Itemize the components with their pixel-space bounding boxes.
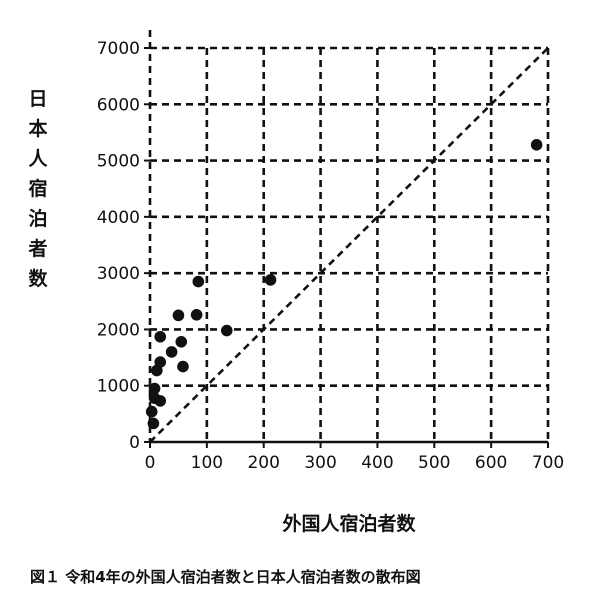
reference-diagonal-line: [149, 47, 549, 443]
data-point: [172, 309, 185, 322]
x-tick-label: 200: [247, 453, 279, 473]
data-points: [145, 139, 543, 430]
y-tick-label: 5000: [97, 152, 140, 172]
data-point: [148, 382, 161, 395]
y-tick-label: 1000: [97, 377, 140, 397]
data-point: [264, 274, 277, 286]
y-tick-label: 7000: [97, 39, 140, 59]
x-tick-label: 300: [304, 453, 336, 473]
y-tick-label: 4000: [97, 208, 140, 228]
data-point: [530, 139, 543, 151]
y-tick-label: 6000: [97, 95, 140, 115]
x-tick-label: 400: [361, 453, 393, 473]
x-tick-labels: 0 100 200 300 400 500 600 700: [145, 453, 565, 473]
y-tick-label: 0: [129, 433, 140, 453]
data-point: [177, 360, 189, 373]
figure-caption: 図１ 令和4年の外国人宿泊者数と日本人宿泊者数の散布図: [30, 568, 421, 586]
data-point: [165, 346, 178, 358]
x-tick-label: 0: [145, 453, 156, 473]
x-tick-label: 100: [191, 453, 223, 473]
x-tick-label: 600: [475, 453, 507, 473]
y-tick-labels: 0 1000 2000 3000 4000 5000 6000 7000: [97, 39, 140, 453]
y-tick-label: 3000: [97, 264, 140, 284]
x-axis-title: 外国人宿泊者数: [282, 512, 416, 535]
data-point: [147, 417, 160, 430]
data-point: [192, 275, 205, 288]
grid-lines: [150, 46, 550, 442]
x-tick-label: 500: [418, 453, 450, 473]
y-axis-title: 日本人宿泊者数: [28, 88, 48, 290]
data-point: [154, 395, 167, 407]
data-point: [175, 336, 188, 348]
y-tick-label: 2000: [97, 320, 140, 340]
data-point: [154, 330, 167, 343]
data-point: [151, 364, 163, 377]
data-point: [190, 308, 203, 321]
data-point: [145, 405, 158, 418]
scatter-chart: 0 100 200 300 400 500 600 700 0 1000 2000 3000 4000…: [28, 30, 565, 535]
axes: [144, 30, 549, 448]
data-point: [220, 324, 233, 337]
x-tick-label: 700: [532, 453, 564, 473]
